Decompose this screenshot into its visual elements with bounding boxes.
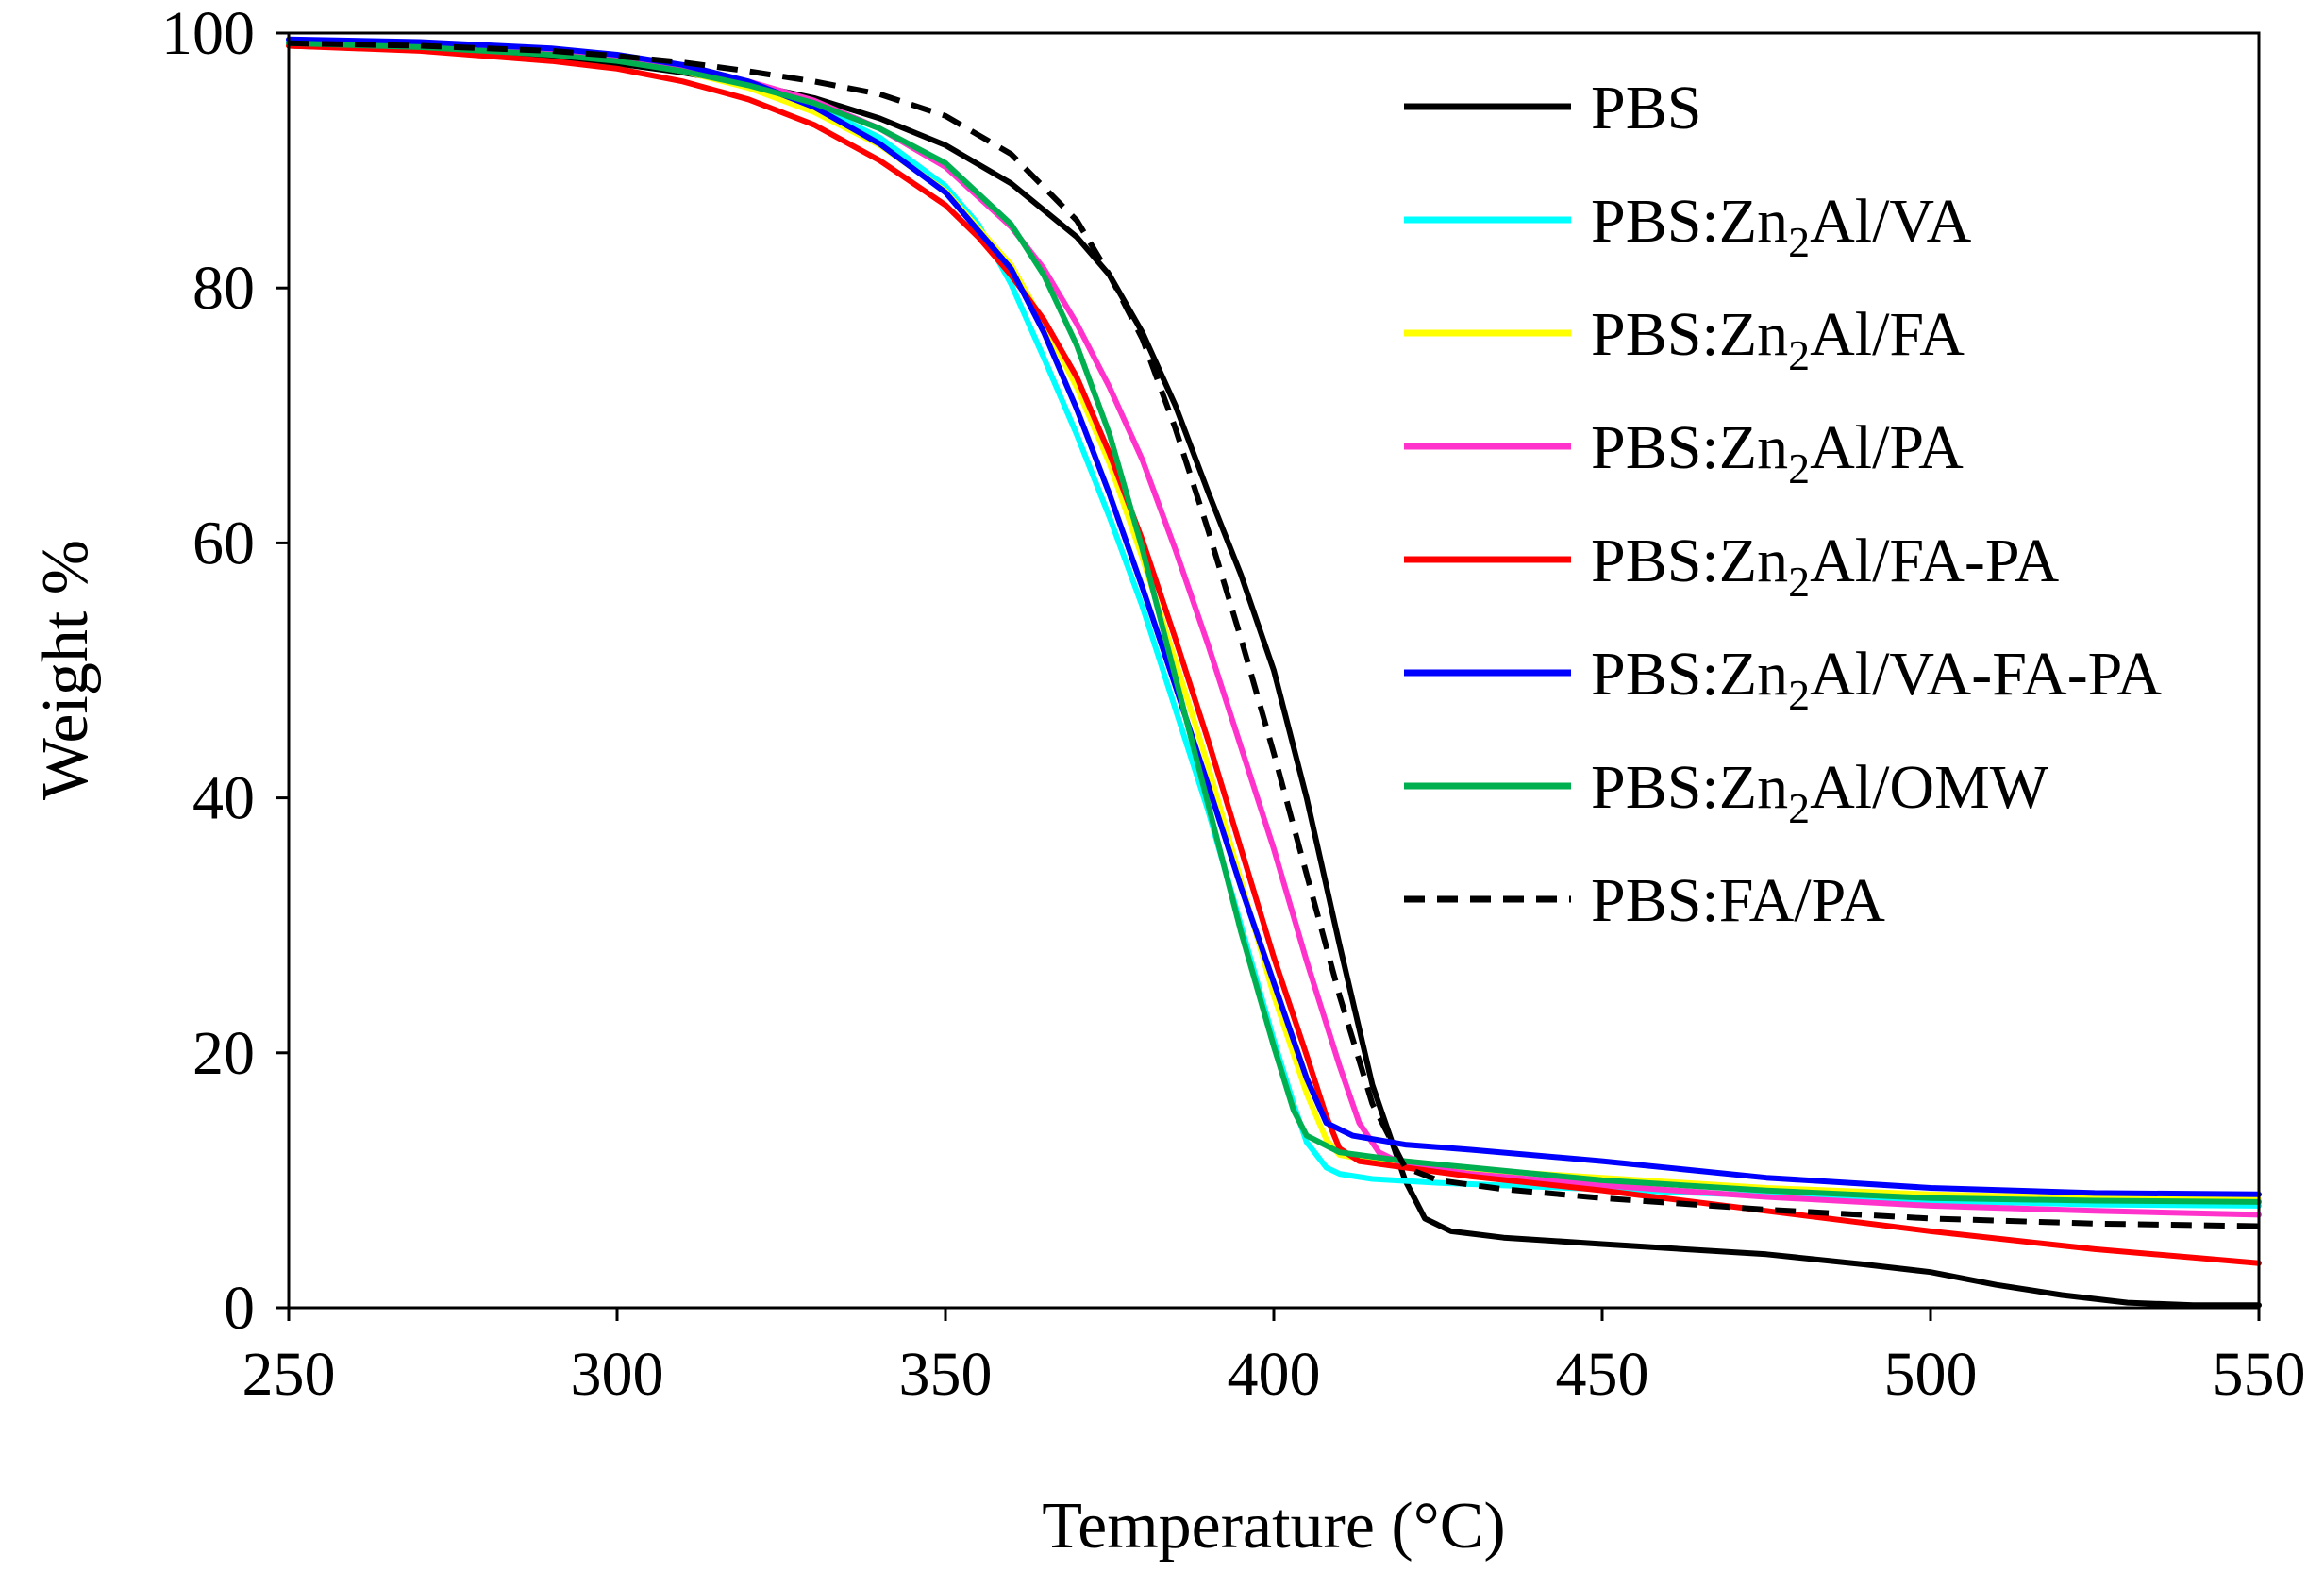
series-line-8 bbox=[288, 40, 2260, 1229]
x-tick-label: 450 bbox=[1556, 1340, 1649, 1409]
legend-label: PBS:Zn2Al/FA bbox=[1591, 300, 1965, 379]
legend-label: PBS:Zn2Al/VA-FA-PA bbox=[1591, 640, 2162, 719]
legend-label: PBS:FA/PA bbox=[1591, 866, 1885, 935]
x-tick-label: 250 bbox=[242, 1340, 336, 1409]
legend-label: PBS:Zn2Al/OMW bbox=[1591, 753, 2049, 832]
y-tick-label: 20 bbox=[192, 1019, 255, 1088]
x-tick-label: 400 bbox=[1228, 1340, 1321, 1409]
x-tick-label: 300 bbox=[571, 1340, 664, 1409]
plot-series-group bbox=[286, 36, 2262, 1309]
y-axis: 0 20 40 60 80 100 bbox=[161, 0, 289, 1343]
series-line-6 bbox=[286, 36, 2262, 1197]
series-line-7 bbox=[286, 40, 2262, 1205]
legend-label: PBS bbox=[1591, 74, 1701, 142]
legend-label: PBS:Zn2Al/PA bbox=[1591, 413, 1964, 493]
x-axis: 250 300 350 400 450 500 550 bbox=[242, 1308, 2306, 1409]
x-tick-label: 550 bbox=[2213, 1340, 2306, 1409]
y-axis-title: Weight % bbox=[29, 540, 102, 800]
x-axis-title: Temperature (°C) bbox=[1042, 1490, 1505, 1563]
legend: PBS PBS:Zn2Al/VA PBS:Zn2Al/FA PBS:Zn2Al/PA P… bbox=[1404, 74, 2162, 935]
y-tick-label: 0 bbox=[224, 1274, 255, 1343]
y-tick-label: 60 bbox=[192, 509, 255, 577]
y-tick-label: 100 bbox=[161, 0, 255, 68]
x-tick-label: 500 bbox=[1884, 1340, 1978, 1409]
legend-label: PBS:Zn2Al/VA bbox=[1591, 187, 1972, 266]
y-tick-label: 40 bbox=[192, 764, 255, 833]
y-tick-label: 80 bbox=[192, 254, 255, 323]
x-tick-label: 350 bbox=[899, 1340, 993, 1409]
legend-label: PBS:Zn2Al/FA-PA bbox=[1591, 527, 2060, 606]
series-line-5 bbox=[286, 42, 2262, 1266]
